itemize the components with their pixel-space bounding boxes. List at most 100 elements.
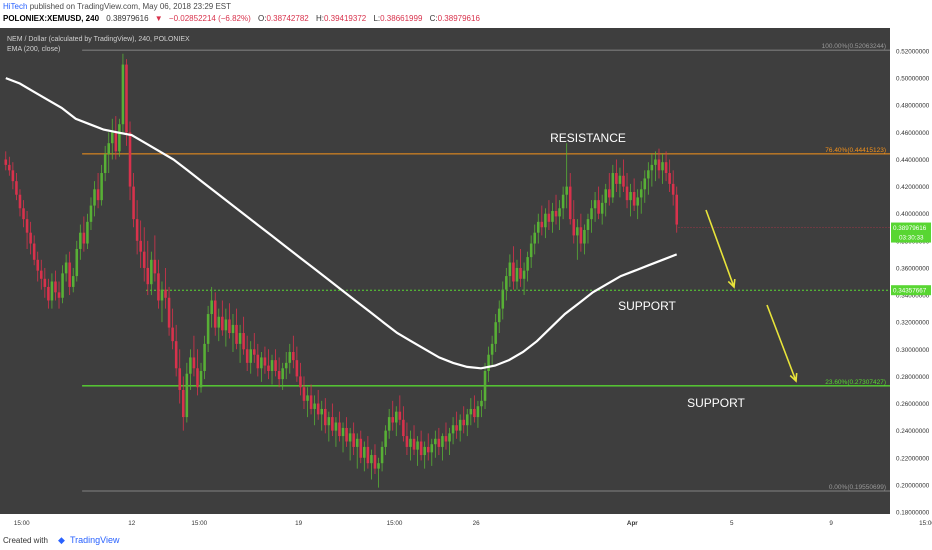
candle-body xyxy=(458,419,462,431)
candle-body xyxy=(373,455,377,469)
candle-body xyxy=(263,357,267,366)
candle-body xyxy=(178,368,181,390)
tradingview-brand[interactable]: TradingView xyxy=(70,535,120,545)
last-price-tag xyxy=(891,222,931,243)
candle-body xyxy=(544,213,547,228)
candle-body xyxy=(554,210,558,217)
x-tick-label: Apr xyxy=(627,520,638,527)
candle-body xyxy=(249,349,252,363)
x-tick-label: 15:00 xyxy=(191,520,207,527)
candle-body xyxy=(210,300,213,315)
last-price-label: 0.38979616 xyxy=(893,225,927,232)
candle-body xyxy=(419,441,423,456)
candle-body xyxy=(508,262,512,277)
candle-body xyxy=(86,221,89,244)
candle-body xyxy=(50,281,54,301)
y-tick-label: 0.34000000 xyxy=(896,293,930,300)
candle-body xyxy=(93,189,96,206)
x-tick-label: 9 xyxy=(829,520,833,527)
candle-body xyxy=(327,417,331,426)
candle-body xyxy=(57,292,61,298)
candle-body xyxy=(75,248,79,277)
candle-body xyxy=(639,189,643,198)
candle-body xyxy=(615,173,618,184)
trend-arrow-head-icon xyxy=(727,278,736,289)
candle-body xyxy=(256,354,260,369)
candle-body xyxy=(426,446,430,453)
tradingview-logo-icon[interactable]: ◆ xyxy=(58,535,65,545)
candle-body xyxy=(395,411,398,423)
candle-body xyxy=(217,316,221,328)
high-value: 0.39419372 xyxy=(323,14,367,23)
candle-body xyxy=(370,455,373,464)
candle-body xyxy=(189,357,192,374)
chart-header: HiTech published on TradingView.com, May… xyxy=(0,0,932,28)
candle-body xyxy=(132,186,135,220)
y-tick-label: 0.36000000 xyxy=(896,265,930,272)
candle-body xyxy=(522,270,526,279)
ema-legend: EMA (200, close) xyxy=(7,46,60,53)
y-tick-label: 0.22000000 xyxy=(896,455,930,462)
candle-body xyxy=(494,322,497,344)
candle-body xyxy=(402,419,405,437)
candle-body xyxy=(199,370,203,388)
candle-body xyxy=(128,132,132,187)
candle-body xyxy=(71,276,75,287)
y-tick-label: 0.52000000 xyxy=(896,49,930,56)
candle-body xyxy=(366,446,370,464)
y-tick-label: 0.40000000 xyxy=(896,211,930,218)
y-tick-label: 0.44000000 xyxy=(896,157,930,164)
author-link[interactable]: HiTech xyxy=(3,2,28,11)
candle-body xyxy=(228,319,231,334)
candle-body xyxy=(430,444,434,453)
candle-body xyxy=(497,308,501,323)
candle-body xyxy=(572,219,576,236)
ema-200-line xyxy=(5,77,678,370)
candle-body xyxy=(118,124,121,152)
price-axis[interactable] xyxy=(890,28,932,532)
candle-body xyxy=(82,232,86,244)
candle-body xyxy=(36,259,39,271)
candle-body xyxy=(292,352,295,361)
trend-arrow-shaft xyxy=(766,304,797,382)
candle-body xyxy=(150,259,153,285)
candle-body xyxy=(341,427,345,437)
candle-body xyxy=(473,408,476,418)
candle-body xyxy=(334,422,338,431)
candle-body xyxy=(345,427,348,442)
candle-body xyxy=(654,159,657,165)
low-value: 0.38661999 xyxy=(380,14,423,23)
candle-body xyxy=(636,197,639,206)
trend-arrow-head-icon xyxy=(789,372,798,383)
created-with-text: Created with xyxy=(3,536,48,545)
candle-body xyxy=(4,159,8,165)
candle-body xyxy=(643,178,647,190)
candle-body xyxy=(274,360,277,371)
candle-body xyxy=(15,181,18,195)
candle-body xyxy=(586,219,590,230)
candle-body xyxy=(348,433,352,442)
y-tick-label: 0.32000000 xyxy=(896,320,930,327)
candle-body xyxy=(405,436,409,447)
candle-body xyxy=(182,389,185,418)
candle-body xyxy=(18,194,22,209)
candle-body xyxy=(604,189,607,203)
price-change: −0.02852214 (−6.82%) xyxy=(168,14,251,23)
time-axis[interactable] xyxy=(0,514,890,532)
candle-body xyxy=(139,240,142,252)
candle-body xyxy=(469,408,473,415)
x-tick-label: 12 xyxy=(128,520,136,527)
close-value: 0.38979616 xyxy=(437,14,480,23)
price-chart[interactable]: 100.00%(0.52063244) 76.40%(0.44415123) 23.… xyxy=(0,28,932,532)
candle-body xyxy=(391,417,394,423)
candle-body xyxy=(309,395,313,409)
candle-body xyxy=(519,267,522,279)
candle-body xyxy=(260,357,263,369)
candle-body xyxy=(501,289,505,309)
candle-body xyxy=(618,175,622,184)
candle-body xyxy=(114,132,118,152)
candle-body xyxy=(377,463,380,469)
candle-body xyxy=(295,360,299,377)
candle-body xyxy=(22,208,25,220)
y-tick-label: 0.28000000 xyxy=(896,374,930,381)
